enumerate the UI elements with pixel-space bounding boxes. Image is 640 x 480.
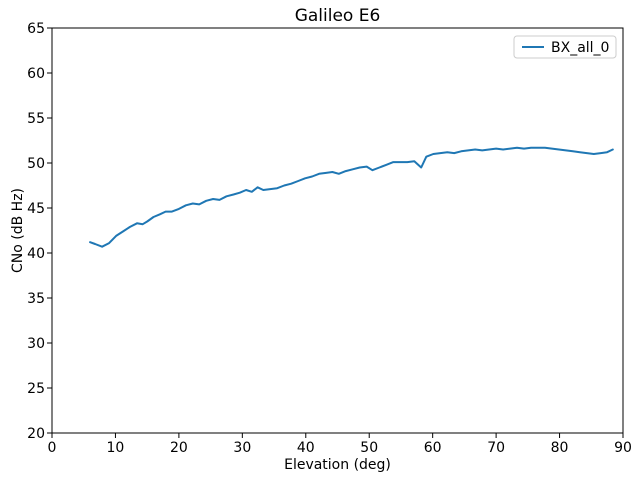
x-tick-label: 20 <box>170 440 188 456</box>
x-tick-label: 0 <box>48 440 57 456</box>
x-tick-label: 40 <box>297 440 315 456</box>
y-tick-label: 45 <box>27 201 45 217</box>
y-tick-label: 55 <box>27 111 45 127</box>
legend: BX_all_0 <box>513 35 617 59</box>
legend-label: BX_all_0 <box>551 40 609 56</box>
y-tick-label: 60 <box>27 66 45 82</box>
x-tick-label: 70 <box>487 440 505 456</box>
y-tick-label: 35 <box>27 291 45 307</box>
x-tick-label: 50 <box>360 440 378 456</box>
chart-title: Galileo E6 <box>295 6 381 26</box>
y-tick-label: 20 <box>27 426 45 442</box>
y-tick-label: 25 <box>27 381 45 397</box>
x-tick-label: 10 <box>107 440 125 456</box>
y-axis-label: CNo (dB Hz) <box>10 188 26 273</box>
legend-box <box>513 35 617 59</box>
x-tick-label: 80 <box>551 440 569 456</box>
y-tick-label: 40 <box>27 246 45 262</box>
y-tick-label: 50 <box>27 156 45 172</box>
y-tick-label: 65 <box>27 21 45 37</box>
y-tick-label: 30 <box>27 336 45 352</box>
x-tick-label: 90 <box>614 440 632 456</box>
axes-spines <box>51 27 624 434</box>
x-tick-label: 30 <box>233 440 251 456</box>
data-line-BX_all_0 <box>89 146 614 248</box>
x-axis-label: Elevation (deg) <box>284 457 391 473</box>
plot-area: 0 10 20 30 40 50 60 70 80 90 20 25 30 35 40 45 50 55 60 65 <box>27 21 632 456</box>
x-tick-label: 60 <box>424 440 442 456</box>
